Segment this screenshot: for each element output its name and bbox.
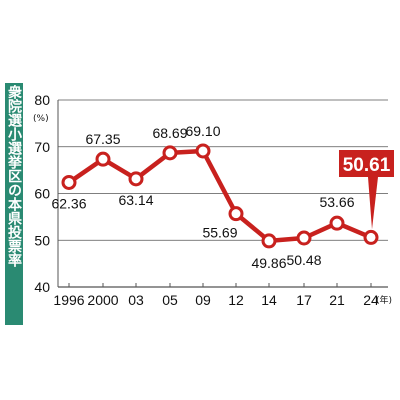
highlight-callout-box <box>339 150 394 177</box>
data-label-12: 55.69 <box>202 225 237 241</box>
data-point-03 <box>128 171 144 187</box>
data-point-21 <box>329 215 345 231</box>
x-unit-label: (年) <box>376 294 392 306</box>
data-label-03: 63.14 <box>118 192 153 208</box>
data-label-14: 49.86 <box>251 255 286 271</box>
x-tick-label-14: 14 <box>261 292 277 308</box>
data-point-2000 <box>95 151 111 167</box>
data-point-14 <box>261 233 277 249</box>
y-tick-label-40: 40 <box>34 279 50 295</box>
highlight-callout-pointer <box>368 177 378 230</box>
y-unit-label: (%) <box>33 114 49 124</box>
x-tick-label-24: 24 <box>363 292 379 308</box>
x-tick-label-12: 12 <box>228 292 244 308</box>
y-tick-label-60: 60 <box>34 186 50 202</box>
x-tick-label-17: 17 <box>296 292 312 308</box>
x-tick-label-09: 09 <box>195 292 211 308</box>
x-tick-label-1996: 1996 <box>53 292 84 308</box>
side-title: 衆院選小選挙区の本県投票率 <box>5 83 23 325</box>
data-label-21: 53.66 <box>319 194 354 210</box>
y-tick-label-50: 50 <box>34 232 50 248</box>
data-label-2000: 67.35 <box>85 131 120 147</box>
data-point-05 <box>162 145 178 161</box>
x-tick-label-05: 05 <box>162 292 178 308</box>
y-tick-label-70: 70 <box>34 139 50 155</box>
data-point-09 <box>195 143 211 159</box>
data-point-12 <box>228 206 244 222</box>
data-label-1996: 62.36 <box>51 195 86 211</box>
x-tick-label-03: 03 <box>128 292 144 308</box>
data-label-05: 68.69 <box>152 125 187 141</box>
series-line <box>67 148 372 244</box>
data-point-24 <box>363 229 379 245</box>
highlight-callout-label: 50.61 <box>343 155 391 176</box>
x-tick-label-2000: 2000 <box>87 292 118 308</box>
data-point-1996 <box>61 174 77 190</box>
data-label-09: 69.10 <box>185 123 220 139</box>
data-label-17: 50.48 <box>286 252 321 268</box>
x-tick-label-21: 21 <box>329 292 345 308</box>
y-tick-label-80: 80 <box>34 92 50 108</box>
data-point-17 <box>296 230 312 246</box>
